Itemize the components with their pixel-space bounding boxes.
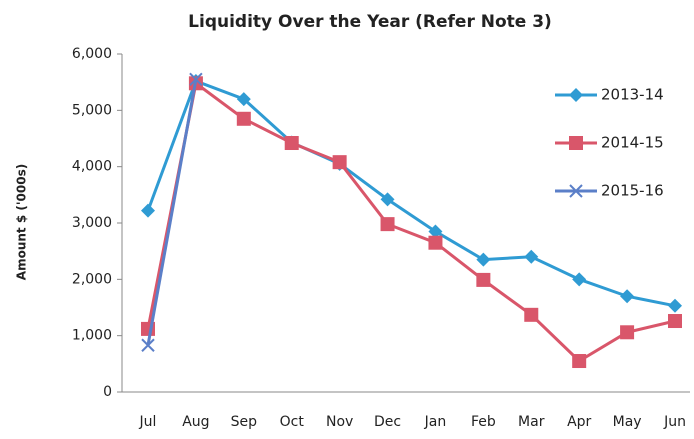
marker <box>668 314 682 329</box>
x-tick-label: Nov <box>326 414 353 430</box>
marker <box>428 224 443 239</box>
legend-label: 2015-16 <box>601 182 664 200</box>
marker <box>524 249 539 264</box>
x-tick-label: Apr <box>567 414 591 430</box>
marker <box>569 136 583 150</box>
marker <box>236 111 251 126</box>
y-tick-label: 1,000 <box>72 328 112 344</box>
marker <box>476 252 491 267</box>
y-tick-label: 3,000 <box>72 215 112 231</box>
x-tick-label: Jul <box>139 414 157 430</box>
marker <box>572 272 587 287</box>
legend-label: 2014-15 <box>601 134 664 152</box>
x-tick-label: May <box>613 414 642 430</box>
y-tick-label: 2,000 <box>72 271 112 287</box>
x-tick-label: Sep <box>231 414 258 430</box>
marker <box>569 184 583 198</box>
x-tick-label: Dec <box>374 414 401 430</box>
marker <box>476 272 491 287</box>
marker <box>189 72 203 87</box>
x-tick-label: Mar <box>518 414 545 430</box>
marker <box>620 289 635 304</box>
legend-label: 2013-14 <box>601 86 664 104</box>
y-tick-label: 5,000 <box>72 102 112 118</box>
marker <box>284 136 299 151</box>
marker <box>569 88 583 102</box>
marker <box>380 192 395 207</box>
y-tick-label: 4,000 <box>72 159 112 175</box>
x-tick-label: Aug <box>182 414 209 430</box>
series-line <box>146 79 676 308</box>
marker <box>572 354 587 369</box>
marker <box>141 338 155 352</box>
marker <box>141 203 155 218</box>
series-line <box>146 79 198 346</box>
marker <box>380 217 395 232</box>
x-tick-label: Jun <box>663 414 686 430</box>
x-tick-label: Oct <box>280 414 305 430</box>
marker <box>620 325 635 340</box>
series-line <box>146 80 676 363</box>
marker <box>236 92 251 107</box>
marker <box>428 235 443 250</box>
x-tick-label: Feb <box>471 414 496 430</box>
marker <box>332 155 347 170</box>
y-tick-label: 0 <box>103 384 112 400</box>
chart-title: Liquidity Over the Year (Refer Note 3) <box>188 12 552 32</box>
x-tick-label: Jan <box>424 414 447 430</box>
y-axis-label: Amount $ ('000s) <box>15 164 29 280</box>
marker <box>668 298 682 313</box>
y-tick-label: 6,000 <box>72 46 112 62</box>
marker <box>524 307 539 322</box>
